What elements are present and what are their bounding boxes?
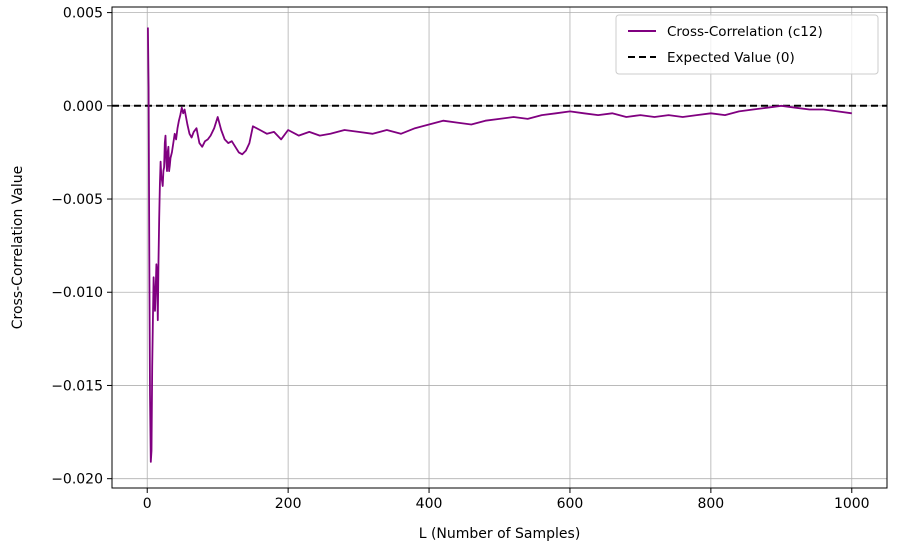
legend: Cross-Correlation (c12) Expected Value (… bbox=[615, 14, 879, 75]
series-layer bbox=[147, 27, 852, 463]
cross-correlation-line bbox=[147, 27, 852, 463]
legend-box bbox=[615, 14, 879, 75]
plot-area-frame bbox=[111, 6, 888, 489]
grid bbox=[112, 7, 887, 488]
legend-label-cross-correlation: Cross-Correlation (c12) bbox=[667, 24, 823, 40]
x-axis-label: L (Number of Samples) bbox=[419, 526, 581, 542]
y-tick-label: −0.010 bbox=[51, 285, 103, 301]
y-axis-label: Cross-Correlation Value bbox=[10, 166, 26, 330]
legend-label-expected-value: Expected Value (0) bbox=[667, 50, 795, 66]
y-tick-label: −0.020 bbox=[51, 472, 103, 488]
x-tick-label: 0 bbox=[143, 496, 152, 512]
y-tick-label: 0.005 bbox=[63, 6, 103, 22]
x-tick-label: 600 bbox=[557, 496, 584, 512]
x-tick-label: 200 bbox=[275, 496, 302, 512]
x-tick-label: 800 bbox=[697, 496, 724, 512]
x-axis-ticks: 0 200 400 600 800 1000 bbox=[143, 488, 870, 512]
y-tick-label: 0.000 bbox=[63, 99, 103, 115]
y-axis-ticks: 0.005 0.000 −0.005 −0.010 −0.015 −0.020 bbox=[51, 6, 112, 488]
y-tick-label: −0.015 bbox=[51, 378, 103, 394]
y-tick-label: −0.005 bbox=[51, 192, 103, 208]
x-tick-label: 400 bbox=[416, 496, 443, 512]
x-tick-label: 1000 bbox=[834, 496, 870, 512]
